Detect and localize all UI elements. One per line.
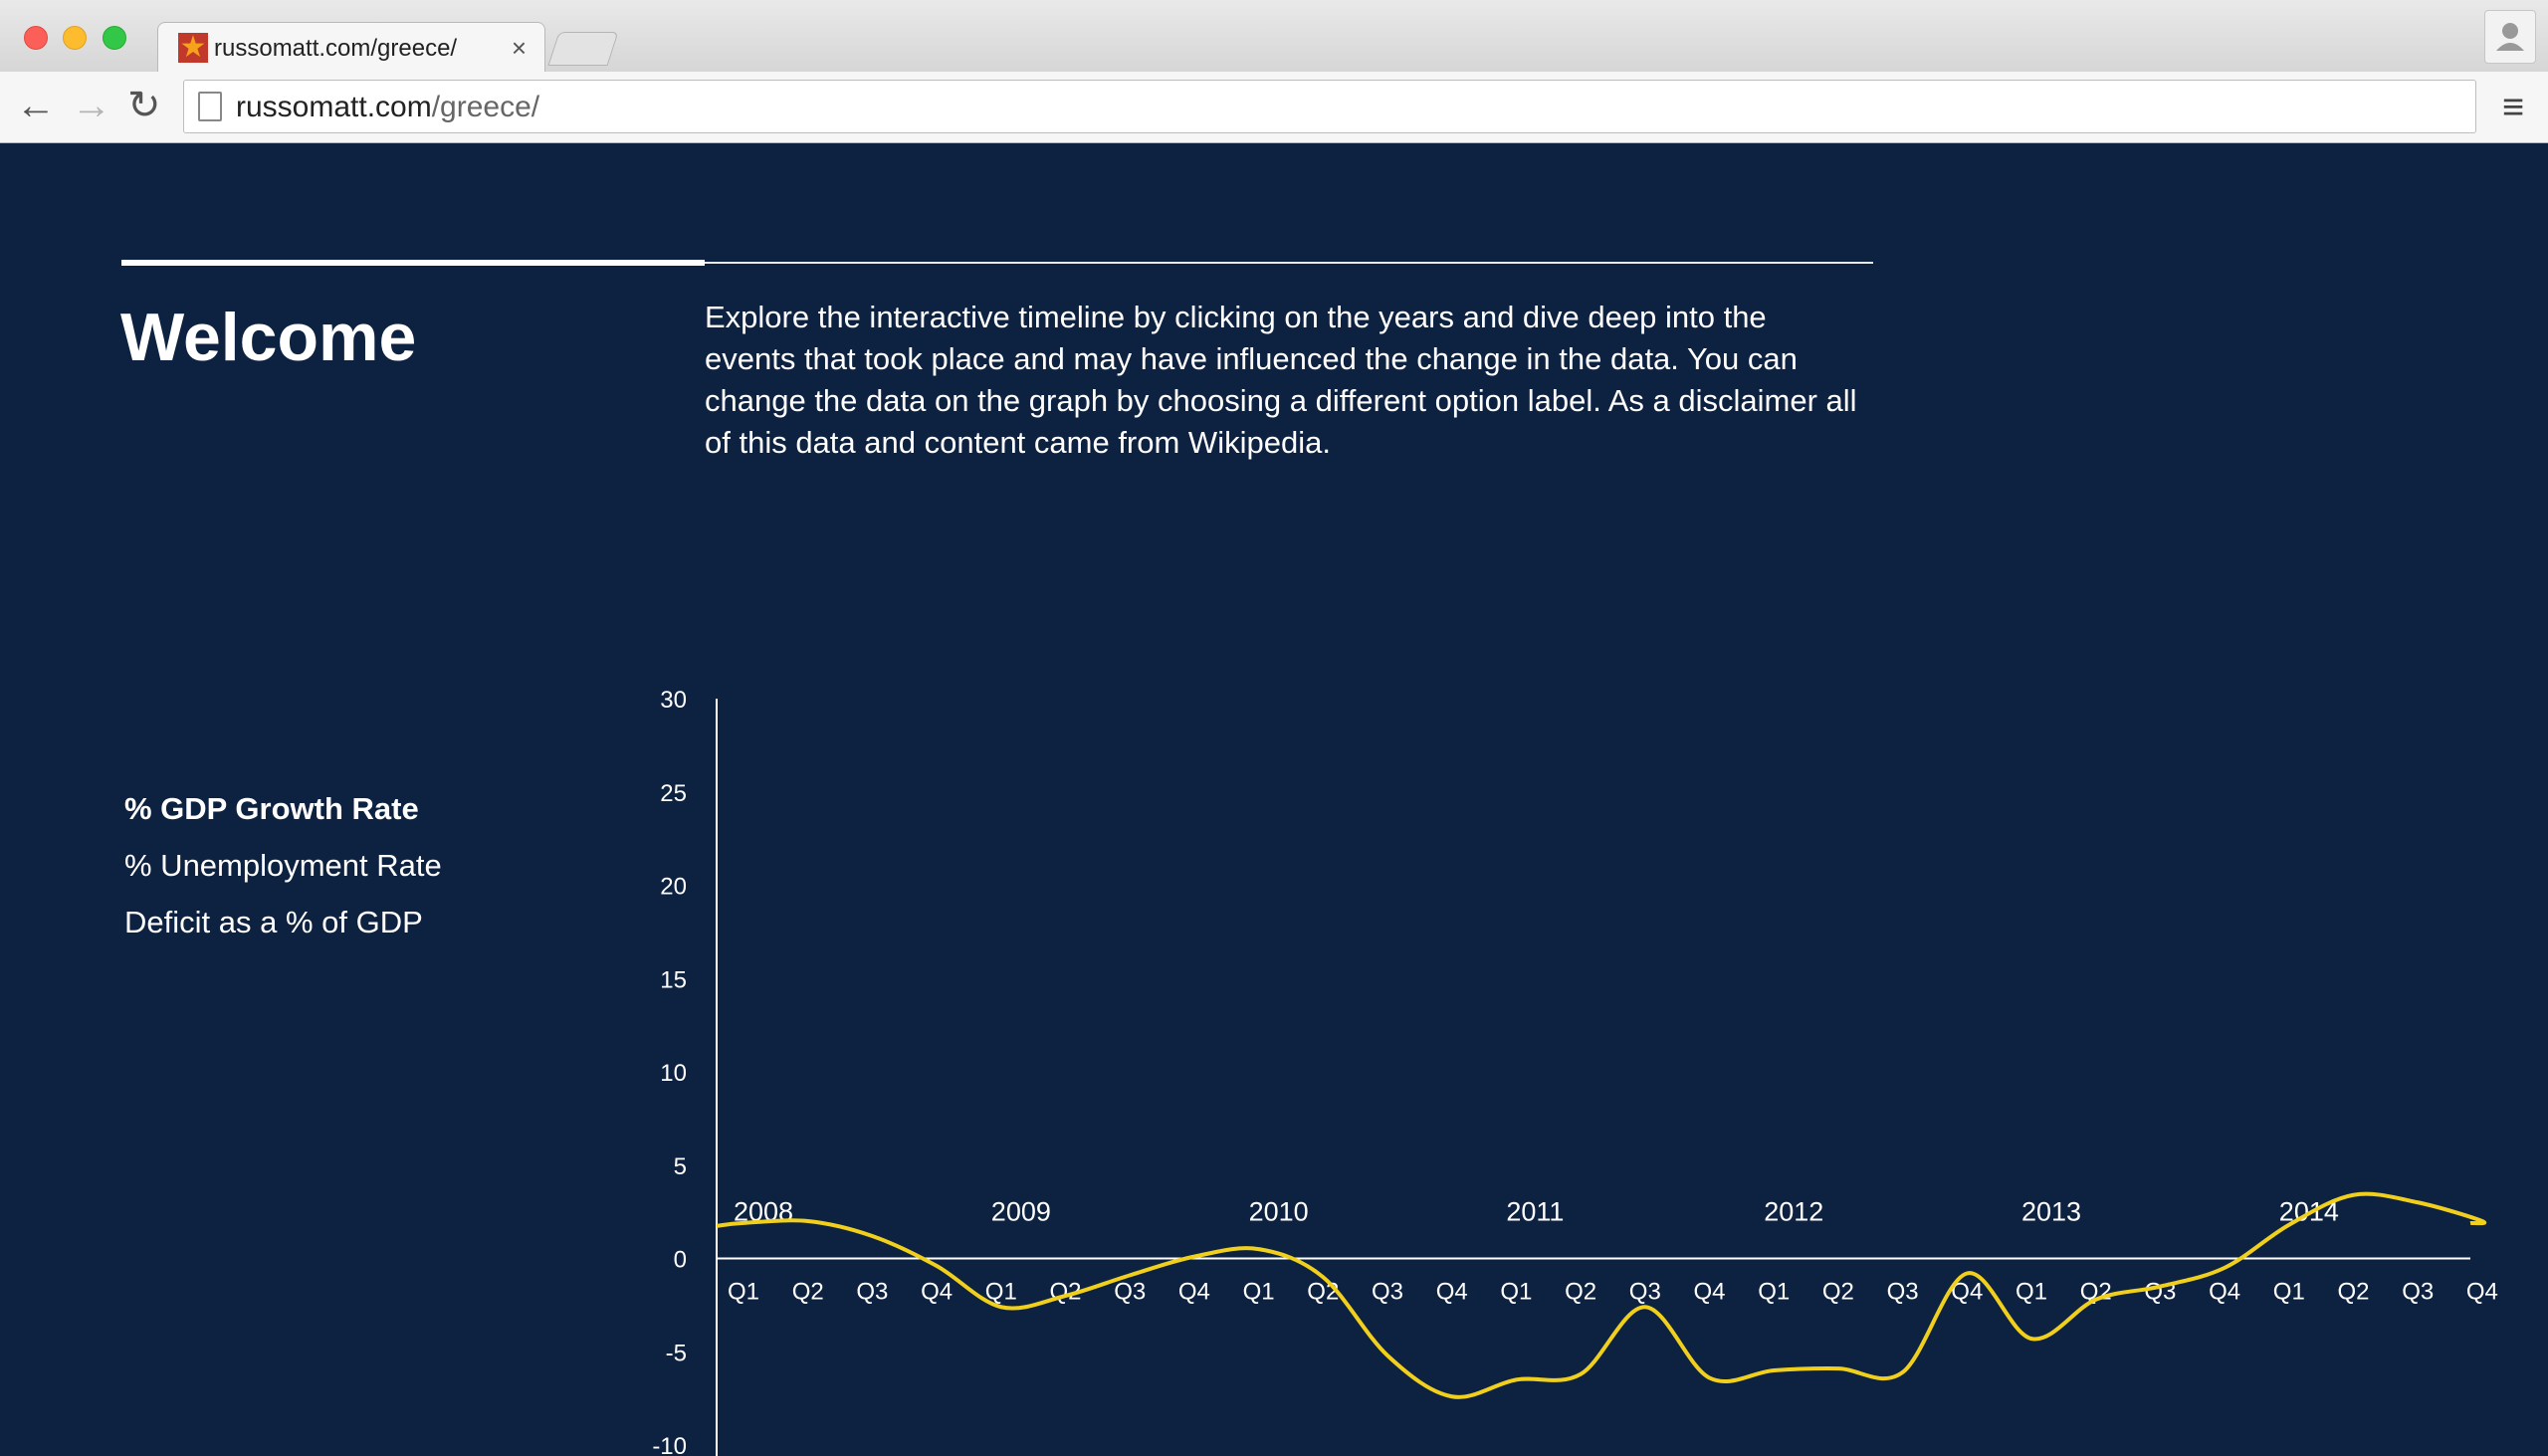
url-host: russomatt.com xyxy=(236,91,432,123)
x-quarter-label: Q3 xyxy=(1629,1279,1661,1306)
gdp-data-point xyxy=(934,1263,940,1269)
address-bar[interactable]: russomatt.com/greece/ xyxy=(183,80,2476,133)
y-tick-label: 5 xyxy=(674,1153,687,1180)
gdp-data-point xyxy=(1256,1246,1262,1252)
gdp-data-point xyxy=(1127,1272,1133,1278)
timeline-year-label[interactable]: 2009 xyxy=(991,1197,1051,1227)
url-path: /greece/ xyxy=(431,91,540,123)
x-quarter-label: Q1 xyxy=(1243,1279,1275,1306)
x-quarter-label: Q4 xyxy=(921,1279,953,1306)
gdp-data-point xyxy=(1320,1274,1326,1280)
x-quarter-label: Q1 xyxy=(2016,1279,2047,1306)
y-tick-label: 15 xyxy=(660,966,687,993)
x-quarter-label: Q3 xyxy=(1114,1279,1146,1306)
y-tick-label: -5 xyxy=(666,1340,687,1366)
x-quarter-label: Q2 xyxy=(1822,1279,1854,1306)
timeline-year-label[interactable]: 2011 xyxy=(1506,1197,1564,1227)
gdp-data-point xyxy=(869,1233,875,1239)
star-favicon-icon: ★ xyxy=(178,31,208,64)
header-rule-accent xyxy=(121,260,705,266)
x-quarter-label: Q4 xyxy=(1178,1279,1210,1306)
x-quarter-label: Q4 xyxy=(1436,1279,1468,1306)
x-quarter-label: Q1 xyxy=(1500,1279,1532,1306)
header-rule xyxy=(121,262,1873,264)
gdp-data-point xyxy=(2479,1218,2485,1224)
gdp-data-point xyxy=(2286,1222,2292,1228)
x-quarter-label: Q1 xyxy=(728,1279,759,1306)
minimize-window-button[interactable] xyxy=(63,26,87,50)
x-quarter-label: Q2 xyxy=(1307,1279,1339,1306)
gdp-data-point xyxy=(2028,1336,2034,1342)
tab-close-icon[interactable]: × xyxy=(511,33,527,63)
x-quarter-label: Q2 xyxy=(792,1279,824,1306)
maximize-window-button[interactable] xyxy=(103,26,126,50)
timeline-year-label[interactable]: 2010 xyxy=(1249,1197,1309,1227)
profile-button[interactable] xyxy=(2484,10,2536,64)
x-quarter-label: Q4 xyxy=(2209,1279,2240,1306)
gdp-data-point xyxy=(1449,1393,1455,1399)
person-icon xyxy=(2496,23,2524,51)
gdp-data-point xyxy=(998,1304,1004,1310)
x-quarter-label: Q1 xyxy=(985,1279,1017,1306)
gdp-data-point xyxy=(2415,1199,2421,1205)
option-gdp-growth[interactable]: % GDP Growth Rate xyxy=(124,791,419,826)
x-quarter-label: Q2 xyxy=(1565,1279,1596,1306)
reload-icon[interactable]: ↻ xyxy=(127,84,161,127)
gdp-data-point xyxy=(2351,1192,2357,1198)
y-tick-label: 0 xyxy=(674,1247,687,1274)
hamburger-menu-icon[interactable]: ≡ xyxy=(2501,87,2525,128)
x-quarter-label: Q1 xyxy=(1758,1279,1790,1306)
y-tick-label: -10 xyxy=(652,1433,687,1456)
x-quarter-label: Q3 xyxy=(1887,1279,1919,1306)
forward-arrow-icon[interactable]: → xyxy=(72,84,111,127)
gdp-data-point xyxy=(805,1218,811,1224)
gdp-data-point xyxy=(741,1220,746,1226)
browser-chrome: ★ russomatt.com/greece/ × ← → ↻ russomat… xyxy=(0,0,2548,143)
gdp-data-point xyxy=(1771,1367,1777,1373)
x-quarter-label: Q3 xyxy=(856,1279,888,1306)
x-quarter-label: Q4 xyxy=(1693,1279,1725,1306)
y-tick-label: 30 xyxy=(660,687,687,714)
browser-tab[interactable]: ★ russomatt.com/greece/ × xyxy=(157,22,545,73)
gdp-data-point xyxy=(2157,1284,2163,1290)
data-option-list: % GDP Growth Rate % Unemployment Rate De… xyxy=(124,784,442,954)
gdp-data-point xyxy=(1578,1371,1584,1377)
back-arrow-icon[interactable]: ← xyxy=(16,84,56,127)
url-text[interactable]: russomatt.com/greece/ xyxy=(236,91,539,124)
page-icon xyxy=(198,92,222,121)
option-unemployment[interactable]: % Unemployment Rate xyxy=(124,848,442,883)
gdp-data-point xyxy=(1900,1369,1906,1375)
gdp-data-point xyxy=(1707,1375,1713,1381)
gdp-data-point xyxy=(1513,1376,1519,1382)
x-quarter-label: Q4 xyxy=(2466,1279,2498,1306)
gdp-data-point xyxy=(1191,1254,1197,1260)
gdp-data-point xyxy=(1384,1352,1390,1358)
timeline-year-label[interactable]: 2013 xyxy=(2021,1197,2081,1227)
close-window-button[interactable] xyxy=(24,26,48,50)
option-deficit[interactable]: Deficit as a % of GDP xyxy=(124,905,423,939)
page-title: Welcome xyxy=(120,300,417,375)
gdp-data-point xyxy=(2093,1297,2099,1303)
x-quarter-label: Q2 xyxy=(2337,1279,2369,1306)
tab-title: russomatt.com/greece/ xyxy=(214,35,458,62)
gdp-series-line xyxy=(716,1191,2487,1399)
browser-toolbar: ← → ↻ russomatt.com/greece/ ≡ xyxy=(0,72,2548,142)
gdp-data-point xyxy=(1835,1365,1841,1371)
intro-paragraph: Explore the interactive timeline by clic… xyxy=(705,300,1857,460)
x-quarter-label: Q1 xyxy=(2273,1279,2305,1306)
y-tick-label: 25 xyxy=(660,780,687,807)
timeline-year-label[interactable]: 2012 xyxy=(1764,1197,1823,1227)
gdp-data-point xyxy=(2222,1265,2228,1271)
gdp-data-point xyxy=(1964,1271,1970,1277)
tab-strip: ★ russomatt.com/greece/ × xyxy=(0,0,2548,73)
gdp-data-point xyxy=(1642,1304,1648,1310)
x-quarter-label: Q3 xyxy=(1372,1279,1403,1306)
y-tick-label: 10 xyxy=(660,1060,687,1087)
gdp-data-point xyxy=(1063,1293,1069,1299)
x-quarter-label: Q3 xyxy=(2402,1279,2434,1306)
y-tick-label: 20 xyxy=(660,874,687,901)
